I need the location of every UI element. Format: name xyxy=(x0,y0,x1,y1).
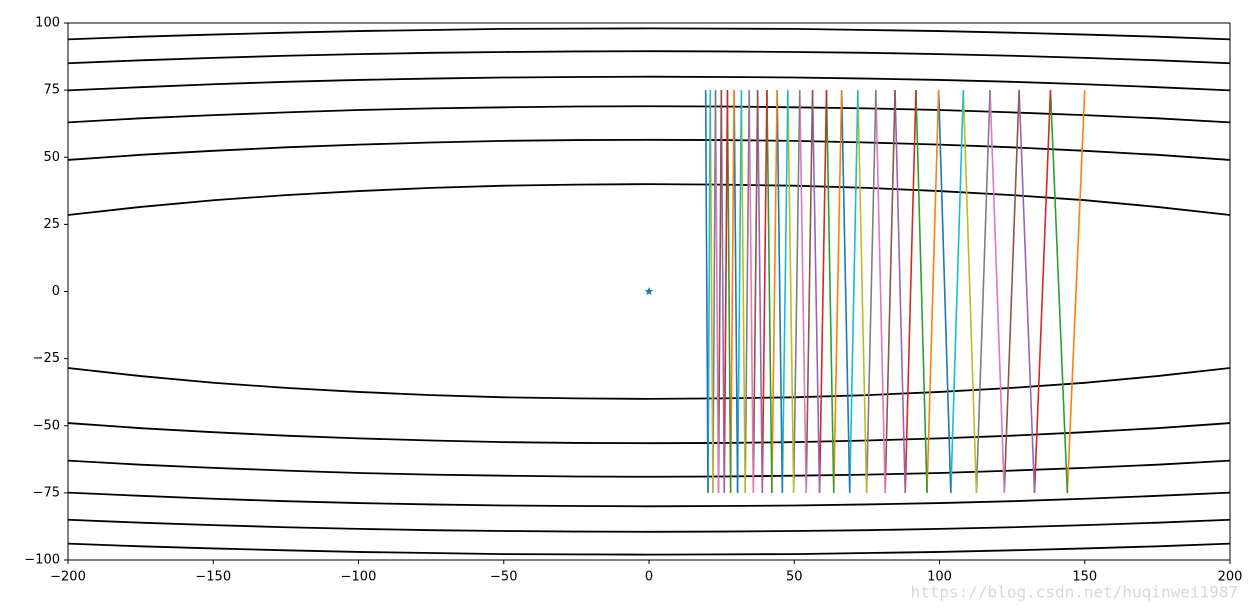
path-segment xyxy=(714,90,720,493)
contour-line xyxy=(67,105,1231,124)
contour-line xyxy=(67,50,1231,65)
path-segment xyxy=(832,90,843,493)
path-segment xyxy=(818,90,828,493)
contour-line xyxy=(67,422,1231,445)
path-segment xyxy=(740,90,746,493)
path-segment xyxy=(720,90,726,493)
path-segment xyxy=(776,90,784,493)
path-segment xyxy=(736,90,743,493)
path-segment xyxy=(748,90,755,493)
path-segment xyxy=(798,90,807,493)
x-tick-label: −50 xyxy=(490,570,517,585)
path-segment xyxy=(884,90,896,493)
x-tick-label: −100 xyxy=(341,570,377,585)
x-tick-label: −200 xyxy=(50,570,86,585)
path-segment xyxy=(712,90,717,493)
contour-line xyxy=(67,459,1231,478)
path-segment xyxy=(894,90,907,493)
path-segment xyxy=(704,90,709,493)
contour-line xyxy=(67,518,1231,533)
path-segment xyxy=(771,90,778,493)
path-segment xyxy=(781,90,789,493)
path-segment xyxy=(904,90,917,493)
path-segment xyxy=(848,90,859,493)
y-tick-label: 0 xyxy=(52,284,60,299)
contour-line xyxy=(67,75,1231,92)
path-segment xyxy=(1066,90,1086,493)
path-segment xyxy=(1033,90,1052,493)
path-segment xyxy=(950,90,965,493)
path-segment xyxy=(729,90,735,493)
x-tick-label: 50 xyxy=(786,570,803,585)
contour-line xyxy=(67,491,1231,508)
x-tick-label: 200 xyxy=(1218,570,1243,585)
path-segment xyxy=(766,90,773,493)
path-segment xyxy=(792,90,801,493)
path-segment xyxy=(761,90,768,493)
path-segment xyxy=(752,90,759,493)
path-segment xyxy=(717,90,723,493)
y-tick-label: −100 xyxy=(24,553,60,568)
path-segment xyxy=(937,90,952,493)
y-tick-label: 25 xyxy=(43,217,60,232)
y-tick-label: −50 xyxy=(33,418,60,433)
path-segment xyxy=(962,90,978,493)
path-segment xyxy=(865,90,877,493)
path-segment xyxy=(787,90,795,493)
path-segment xyxy=(756,90,764,493)
contour-line xyxy=(67,138,1231,161)
path-segment xyxy=(723,90,729,493)
path-segment xyxy=(1018,90,1036,493)
contour-line xyxy=(67,27,1231,41)
watermark: https://blog.csdn.net/huqinwei1987 xyxy=(910,583,1238,602)
x-tick-label: 100 xyxy=(927,570,952,585)
path-segment xyxy=(709,90,714,493)
path-segment xyxy=(915,90,928,493)
path-segment xyxy=(857,90,868,493)
y-tick-label: 75 xyxy=(43,83,60,98)
path-segment xyxy=(726,90,732,493)
path-segment xyxy=(825,90,835,493)
y-tick-label: −25 xyxy=(33,351,60,366)
y-tick-label: −75 xyxy=(33,485,60,500)
x-tick-label: 0 xyxy=(645,570,653,585)
path-segment xyxy=(840,90,851,493)
contour-line xyxy=(67,367,1231,400)
path-segment xyxy=(875,90,886,493)
x-tick-label: 150 xyxy=(1072,570,1097,585)
y-tick-label: 50 xyxy=(43,150,60,165)
path-segment xyxy=(1003,90,1020,493)
contour-line xyxy=(67,183,1231,216)
contour-line xyxy=(67,542,1231,556)
path-segment xyxy=(811,90,821,493)
star-marker xyxy=(644,287,654,296)
path-segment xyxy=(805,90,814,493)
path-segment xyxy=(1049,90,1069,493)
path-segment xyxy=(733,90,739,493)
path-segment xyxy=(975,90,991,493)
y-tick-label: 100 xyxy=(35,16,60,31)
path-segment xyxy=(989,90,1006,493)
path-segment xyxy=(744,90,751,493)
path-segment xyxy=(926,90,940,493)
x-tick-label: −150 xyxy=(195,570,231,585)
